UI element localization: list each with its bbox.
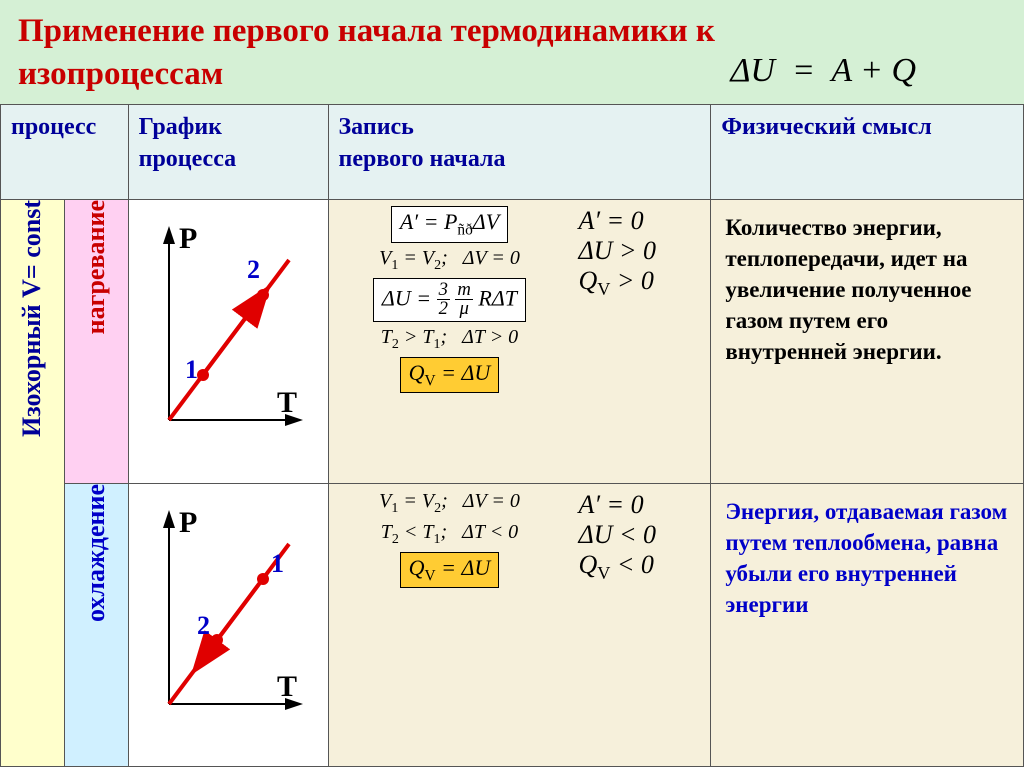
- subprocess-heating-cell: нагревание: [64, 200, 128, 483]
- formula: V1 = V2; ΔV = 0: [379, 490, 520, 517]
- formula: ΔU = 32 mμ RΔT: [373, 278, 526, 322]
- physical-heating-text: Количество энергии, теплопередачи, идет …: [711, 200, 1023, 379]
- header-row: процесс График процесса Записьпервого на…: [1, 104, 1024, 199]
- physical-cooling-cell: Энергия, отдаваемая газом путем теплообм…: [711, 483, 1024, 766]
- slide-container: Применение первого начала термодинамики …: [0, 0, 1024, 767]
- physical-heating-cell: Количество энергии, теплопередачи, идет …: [711, 200, 1024, 483]
- formulas-heating-right: A′ = 0 ΔU > 0 QV > 0: [570, 200, 710, 483]
- title-formula: ΔU = A + Q: [730, 52, 1006, 96]
- formula: QV > 0: [578, 266, 653, 300]
- hdr-process: процесс: [1, 104, 129, 199]
- graph-heating-svg: 1 2 P T: [129, 200, 309, 460]
- formula: T2 < T1; ΔT < 0: [381, 521, 518, 548]
- process-main-cell: Изохорный V= const: [1, 200, 65, 767]
- graph-cooling-svg: 1 2 P T: [129, 484, 309, 744]
- formula: A′ = 0: [578, 490, 643, 520]
- subprocess-cooling-cell: охлаждение: [64, 483, 128, 766]
- svg-text:P: P: [179, 506, 197, 539]
- row-cooling: охлаждение: [1, 483, 1024, 766]
- formula: QV < 0: [578, 550, 653, 584]
- subprocess-heating-label: нагревание: [82, 200, 111, 334]
- formula: V1 = V2; ΔV = 0: [379, 247, 520, 274]
- svg-text:2: 2: [197, 611, 210, 640]
- hdr-physical: Физический смысл: [711, 104, 1024, 199]
- formula: A′ = 0: [578, 206, 643, 236]
- slide-title: Применение первого начала термодинамики …: [18, 10, 730, 96]
- formula: QV = ΔU: [400, 552, 500, 588]
- svg-text:T: T: [277, 670, 297, 703]
- formulas-cooling-right: A′ = 0 ΔU < 0 QV < 0: [570, 483, 710, 766]
- hdr-graph: График процесса: [128, 104, 328, 199]
- formula: ΔU > 0: [578, 236, 656, 266]
- subprocess-cooling-label: охлаждение: [82, 484, 111, 622]
- graph-heating-cell: 1 2 P T: [128, 200, 328, 483]
- formula: QV = ΔU: [400, 357, 500, 393]
- main-table: процесс График процесса Записьпервого на…: [0, 104, 1024, 767]
- hdr-record: Записьпервого начала: [328, 104, 711, 199]
- svg-text:P: P: [179, 222, 197, 255]
- graph-cooling: 1 2 P T: [129, 484, 309, 714]
- graph-cooling-cell: 1 2 P T: [128, 483, 328, 766]
- physical-cooling-text: Энергия, отдаваемая газом путем теплообм…: [711, 484, 1023, 632]
- row-heating: Изохорный V= const нагревание: [1, 200, 1024, 483]
- svg-text:1: 1: [185, 355, 198, 384]
- process-main-label: Изохорный V= const: [18, 200, 47, 437]
- svg-text:2: 2: [247, 255, 260, 284]
- svg-text:T: T: [277, 386, 297, 419]
- formula: ΔU < 0: [578, 520, 656, 550]
- formulas-cooling-left: V1 = V2; ΔV = 0 T2 < T1; ΔT < 0 QV = ΔU: [328, 483, 570, 766]
- graph-heating: 1 2 P T: [129, 200, 309, 430]
- title-block: Применение первого начала термодинамики …: [0, 0, 1024, 104]
- formula: T2 > T1; ΔT > 0: [381, 326, 518, 353]
- formulas-heating-left: A′ = PñðΔV V1 = V2; ΔV = 0 ΔU = 32 mμ RΔ…: [328, 200, 570, 483]
- svg-text:1: 1: [271, 549, 284, 578]
- formula: A′ = PñðΔV: [391, 206, 508, 242]
